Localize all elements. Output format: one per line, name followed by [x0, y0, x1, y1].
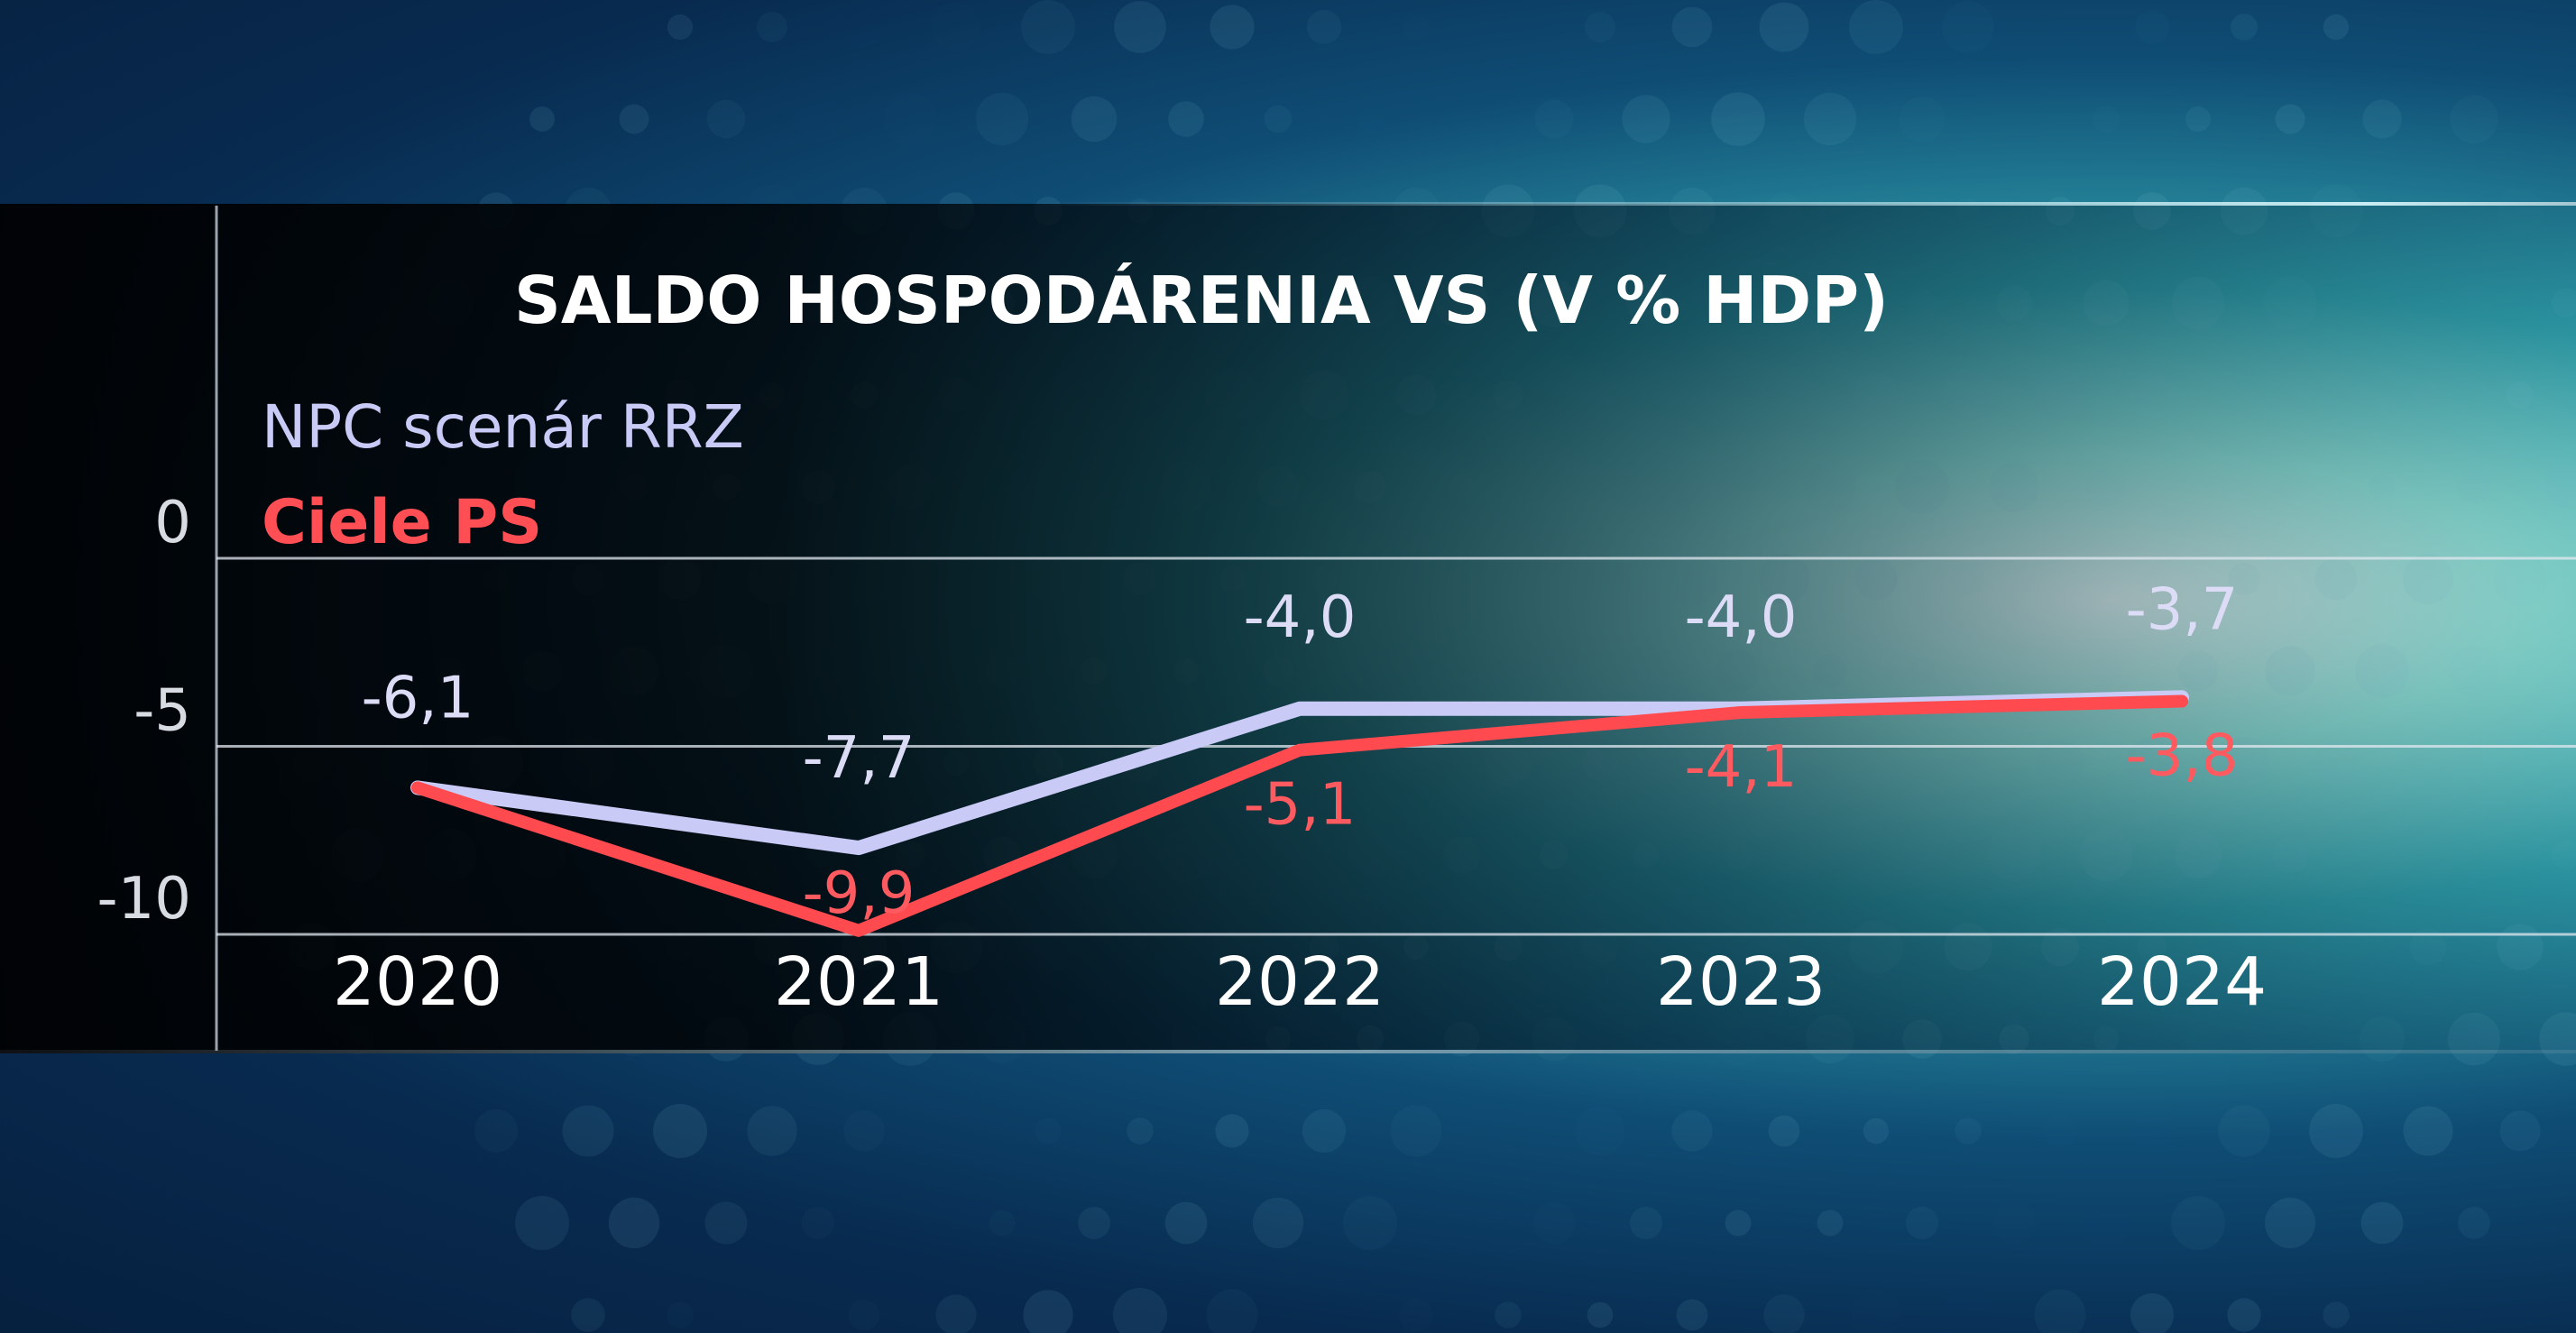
band-glow-bottom	[0, 1050, 2576, 1053]
bg-dot	[1817, 1209, 1844, 1236]
bg-dot	[747, 1106, 797, 1156]
bg-dot	[562, 1105, 614, 1157]
legend-ciele: Ciele PS	[262, 487, 542, 558]
bg-dot	[2185, 106, 2212, 133]
ciele-data-label: -9,9	[803, 860, 915, 927]
bg-dot	[2034, 1289, 2086, 1333]
bg-dot	[2499, 1110, 2541, 1152]
bg-dot	[1021, 0, 1075, 54]
bg-dot	[704, 1201, 748, 1245]
bg-dot	[1264, 105, 1293, 133]
npc-data-label: -7,7	[803, 725, 915, 792]
bg-dot	[1164, 1201, 1208, 1245]
bg-dot	[2323, 1301, 2350, 1328]
bg-dot	[1168, 101, 1204, 137]
bg-dot	[529, 106, 555, 132]
bg-dot	[1630, 1207, 1662, 1239]
bg-dot	[1210, 5, 1255, 50]
bg-dot	[1725, 1209, 1752, 1236]
y-tick-labels: 0 -5 -10	[97, 490, 191, 933]
bg-dot	[1671, 1110, 1713, 1152]
bg-dot	[935, 1294, 977, 1333]
bg-dot	[757, 12, 787, 42]
ciele-series-line	[411, 694, 2188, 937]
data-labels: -6,1 -7,7 -4,0 -4,0 -3,7 -9,9 -5,1 -4,1 -3,8	[362, 576, 2239, 927]
bg-dot	[2231, 14, 2258, 41]
bg-dot	[1768, 1115, 1800, 1147]
ciele-data-label: -5,1	[1244, 772, 1357, 839]
bg-dot	[2323, 14, 2350, 41]
ciele-data-label: -4,1	[1685, 734, 1798, 801]
bg-dot	[1763, 1294, 1805, 1333]
bg-dot	[2218, 1105, 2270, 1157]
bg-dot	[1622, 95, 1670, 143]
bg-dot	[975, 92, 1029, 146]
bg-dot	[706, 99, 746, 139]
npc-data-label: -4,0	[1244, 584, 1357, 651]
bg-dot	[619, 104, 649, 134]
bg-dot	[2458, 1207, 2490, 1239]
bg-dot	[1023, 1290, 1073, 1333]
y-tick-label: 0	[154, 490, 191, 556]
bg-dot	[608, 1197, 660, 1249]
bg-dot	[2403, 1106, 2453, 1156]
x-tick-label: 2024	[2097, 943, 2267, 1021]
bg-dot	[1127, 1117, 1154, 1145]
bg-dot	[2227, 1298, 2261, 1332]
bg-dot	[1495, 1301, 1522, 1328]
bg-dot	[1803, 92, 1857, 146]
series-lines	[410, 690, 2189, 937]
npc-data-label: -6,1	[362, 665, 474, 731]
bg-dot	[1302, 1108, 1347, 1154]
x-tick-labels: 2020 2021 2022 2023 2024	[333, 943, 2267, 1021]
bg-dot	[571, 1298, 605, 1332]
bg-dot	[1955, 1117, 1982, 1145]
bg-dot	[1905, 1206, 1939, 1240]
bg-dot	[2265, 1198, 2315, 1248]
chart-band	[0, 204, 2576, 1053]
y-tick-label: -5	[133, 678, 191, 745]
bg-dot	[2130, 1293, 2174, 1333]
bg-dot	[1252, 1197, 1304, 1249]
bg-dot	[2275, 104, 2305, 134]
bg-dot	[1587, 1301, 1614, 1328]
bg-dot	[1306, 9, 1342, 45]
bg-dot	[1078, 1207, 1110, 1239]
x-tick-label: 2021	[774, 943, 943, 1021]
bg-dot	[1113, 1288, 1167, 1333]
bg-dot	[1711, 92, 1765, 146]
x-tick-label: 2022	[1215, 943, 1385, 1021]
bg-dot	[1071, 96, 1118, 142]
bg-dot	[1215, 1114, 1249, 1148]
x-tick-label: 2020	[333, 943, 502, 1021]
bg-dot	[1863, 1117, 1890, 1145]
chart-title: SALDO HOSPODÁRENIA VS (V % HDP)	[514, 262, 1889, 338]
ciele-data-label: -3,8	[2126, 722, 2239, 789]
x-tick-label: 2023	[1656, 943, 1826, 1021]
bg-dot	[1676, 1299, 1708, 1331]
bg-dot	[1849, 0, 1903, 54]
bg-dot	[2171, 1196, 2225, 1250]
bg-dot	[1759, 2, 1809, 52]
bg-dot	[515, 1196, 569, 1250]
npc-data-label: -4,0	[1685, 584, 1798, 651]
bg-dot	[2309, 1104, 2363, 1158]
bg-dot	[2360, 1201, 2404, 1245]
bg-dot	[1671, 6, 1713, 48]
npc-data-label: -3,7	[2126, 576, 2239, 643]
bg-dot	[667, 14, 694, 41]
band-glow-top	[0, 202, 2576, 206]
legend-npc: NPC scenár RRZ	[262, 392, 744, 462]
bg-dot	[2362, 99, 2402, 139]
y-tick-label: -10	[97, 866, 191, 933]
bg-dot	[653, 1104, 707, 1158]
bg-dot	[1114, 1, 1166, 53]
